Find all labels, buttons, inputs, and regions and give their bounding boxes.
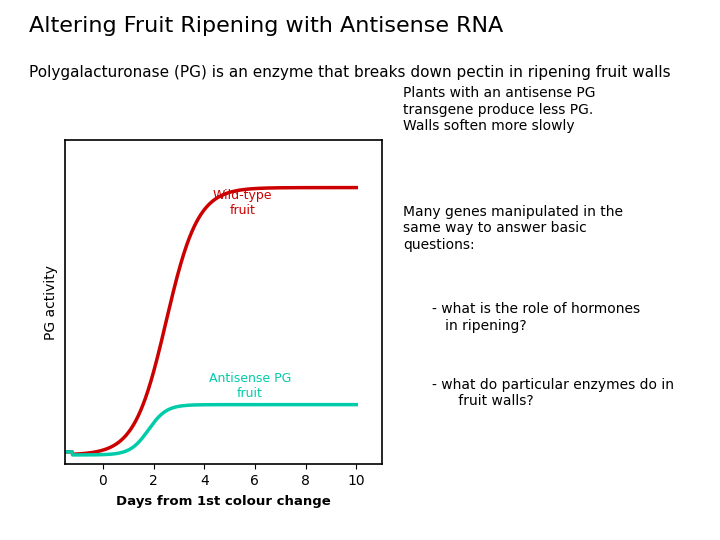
Text: Many genes manipulated in the
same way to answer basic
questions:: Many genes manipulated in the same way t… <box>403 205 624 252</box>
Text: Antisense PG
fruit: Antisense PG fruit <box>209 372 291 400</box>
Text: Polygalacturonase (PG) is an enzyme that breaks down pectin in ripening fruit wa: Polygalacturonase (PG) is an enzyme that… <box>29 65 670 80</box>
Text: Wild-type
fruit: Wild-type fruit <box>212 190 272 217</box>
Text: Plants with an antisense PG
transgene produce less PG.
Walls soften more slowly: Plants with an antisense PG transgene pr… <box>403 86 595 133</box>
Text: - what do particular enzymes do in
      fruit walls?: - what do particular enzymes do in fruit… <box>432 378 674 408</box>
Text: Altering Fruit Ripening with Antisense RNA: Altering Fruit Ripening with Antisense R… <box>29 16 503 36</box>
X-axis label: Days from 1st colour change: Days from 1st colour change <box>116 495 330 508</box>
Text: - what is the role of hormones
   in ripening?: - what is the role of hormones in ripeni… <box>432 302 640 333</box>
Y-axis label: PG activity: PG activity <box>44 265 58 340</box>
